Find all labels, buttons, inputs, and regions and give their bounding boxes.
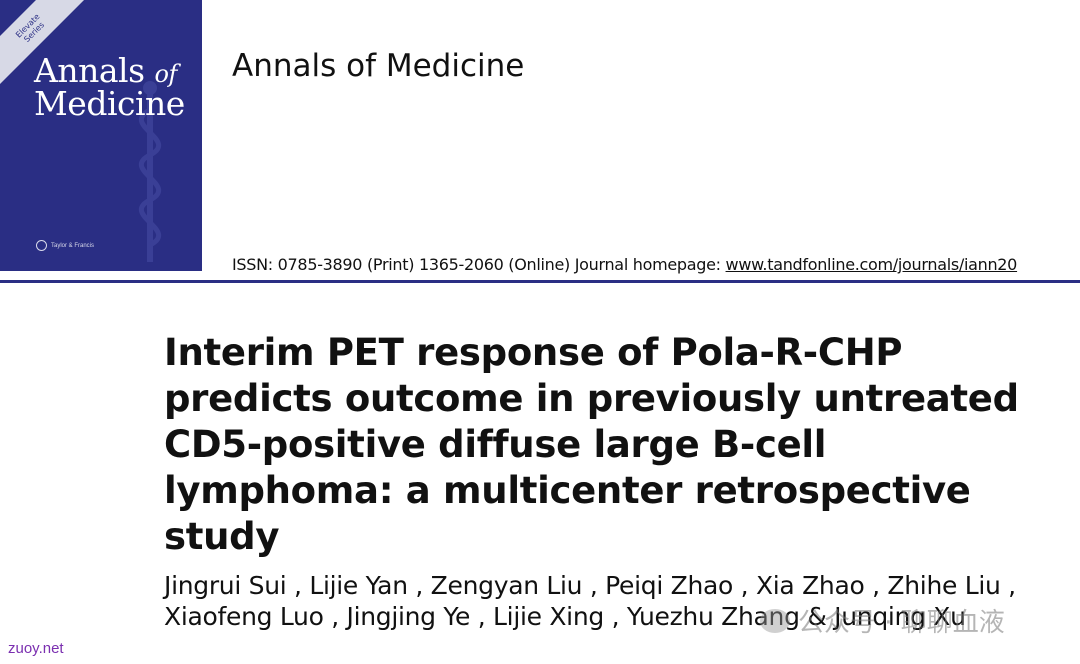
cover-title-of: of <box>154 60 178 88</box>
header-divider <box>0 280 1080 283</box>
journal-cover-image: Elevate Series Annals of Medicine Taylor… <box>0 0 202 271</box>
author-list: Jingrui Sui , Lijie Yan , Zengyan Liu , … <box>164 571 1016 631</box>
watermark-text: 公众号 · 聊聊血液 <box>798 608 1005 638</box>
cover-publisher: Taylor & Francis <box>36 240 94 251</box>
cover-title: Annals of Medicine <box>34 54 194 123</box>
publisher-logo-icon <box>36 240 47 251</box>
wechat-icon <box>760 608 790 633</box>
site-watermark: zuoy.net <box>8 640 64 657</box>
cover-title-annals: Annals <box>34 51 145 90</box>
cover-title-medicine: Medicine <box>34 84 185 123</box>
publisher-name: Taylor & Francis <box>51 242 95 249</box>
caduceus-icon <box>139 81 161 262</box>
watermark: 公众号 · 聊聊血液 <box>760 602 1005 639</box>
issn-text: ISSN: 0785-3890 (Print) 1365-2060 (Onlin… <box>232 255 726 274</box>
issn-line: ISSN: 0785-3890 (Print) 1365-2060 (Onlin… <box>232 255 1017 274</box>
journal-homepage-link[interactable]: www.tandfonline.com/journals/iann20 <box>725 255 1018 274</box>
journal-name: Annals of Medicine <box>232 48 525 84</box>
article-title: Interim PET response of Pola-R-CHP predi… <box>164 331 1019 558</box>
